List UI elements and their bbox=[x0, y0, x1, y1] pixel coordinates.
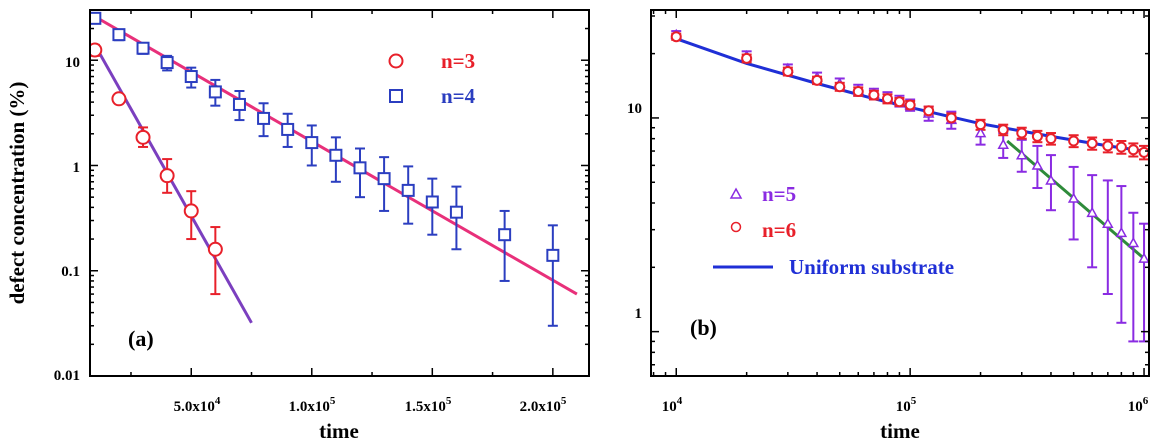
panel-a-ytick-label: 10 bbox=[65, 55, 80, 71]
series-layer bbox=[670, 28, 1149, 343]
legend-circle-marker bbox=[388, 53, 404, 69]
data-point-square bbox=[136, 41, 150, 55]
panel-a-ytick-label: 0.01 bbox=[54, 368, 80, 384]
panel-a-xtick-label: 1.0x105 bbox=[289, 395, 336, 415]
data-point-circle bbox=[1086, 137, 1098, 149]
data-point-circle bbox=[852, 85, 864, 97]
data-point-triangle bbox=[1086, 206, 1098, 218]
panel-a-xtick-label: 1.5x105 bbox=[405, 395, 452, 415]
data-point-square bbox=[353, 161, 367, 175]
data-point-square bbox=[377, 172, 391, 186]
data-point-circle bbox=[1068, 135, 1080, 147]
panel-b-xtick-label: 105 bbox=[896, 395, 917, 415]
data-point-square bbox=[401, 183, 415, 197]
data-point-square bbox=[112, 28, 126, 42]
data-point-circle bbox=[741, 52, 753, 64]
panel-a: 0.01 0.1 1 10 5.0x104 1.0x105 1.5x105 2.… bbox=[5, 9, 590, 443]
data-point-square bbox=[498, 228, 512, 242]
data-point-square bbox=[184, 70, 198, 84]
data-point-circle bbox=[1045, 133, 1057, 145]
data-point-triangle bbox=[1067, 192, 1080, 203]
panel-b-label: (b) bbox=[690, 315, 717, 340]
data-point-square bbox=[160, 56, 174, 70]
panel-b: 1 10 104 105 106 time (b) n=5 n=6 Unifor… bbox=[627, 9, 1150, 443]
data-point-triangle bbox=[1031, 159, 1044, 170]
data-point-triangle bbox=[1102, 217, 1114, 229]
data-point-circle bbox=[1016, 127, 1028, 139]
data-point-triangle bbox=[1045, 174, 1057, 185]
data-point-square bbox=[208, 85, 222, 99]
data-point-circle bbox=[111, 91, 127, 107]
data-point-circle bbox=[183, 203, 199, 219]
panel-a-xtick-label: 2.0x105 bbox=[520, 395, 567, 415]
panel-b-xtick-label: 104 bbox=[662, 395, 683, 415]
data-point-square bbox=[329, 148, 343, 162]
series-layer bbox=[90, 11, 578, 327]
data-point-triangle bbox=[1127, 236, 1140, 248]
panel-b-ticks bbox=[651, 10, 1149, 376]
panel-b-xtick-label: 106 bbox=[1128, 395, 1149, 415]
data-point-circle bbox=[945, 112, 957, 124]
legend-label-n4: n=4 bbox=[441, 84, 476, 108]
data-point-square bbox=[232, 97, 246, 111]
data-point-circle bbox=[1031, 130, 1043, 142]
data-point-circle bbox=[881, 93, 893, 105]
legend-triangle-marker bbox=[729, 187, 743, 199]
legend-label-n5: n=5 bbox=[762, 182, 796, 206]
panel-a-ytick-label: 0.1 bbox=[61, 264, 80, 280]
data-point-circle bbox=[997, 124, 1009, 136]
data-point-circle bbox=[135, 129, 151, 145]
data-point-circle bbox=[1127, 144, 1139, 156]
fit-line bbox=[93, 44, 253, 324]
panel-a-plot-area bbox=[90, 11, 578, 327]
panel-b-plot-area bbox=[670, 28, 1149, 343]
data-point-square bbox=[425, 195, 439, 209]
data-point-triangle bbox=[1115, 226, 1128, 238]
legend-circle-marker bbox=[730, 221, 742, 233]
panel-a-label: (a) bbox=[128, 326, 154, 351]
legend-label-uniform-substrate: Uniform substrate bbox=[789, 255, 954, 279]
panel-a-ticks bbox=[90, 9, 589, 377]
data-point-square bbox=[281, 122, 295, 136]
data-point-circle bbox=[868, 89, 880, 101]
data-point-circle bbox=[893, 96, 905, 108]
data-point-circle bbox=[90, 42, 103, 58]
data-point-square bbox=[305, 136, 319, 150]
data-point-circle bbox=[207, 241, 223, 257]
panel-b-legend: n=5 n=6 Uniform substrate bbox=[713, 182, 954, 279]
legend-label-n3: n=3 bbox=[441, 49, 475, 73]
data-point-square bbox=[257, 111, 271, 125]
panel-a-xtick-label: 5.0x104 bbox=[174, 395, 221, 415]
panel-a-ytick-label: 1 bbox=[73, 160, 81, 176]
panel-a-legend: n=3 n=4 bbox=[388, 49, 476, 108]
data-point-square bbox=[546, 248, 560, 262]
data-point-triangle bbox=[1015, 149, 1028, 160]
data-point-circle bbox=[834, 81, 846, 93]
data-point-circle bbox=[811, 74, 823, 86]
data-point-square bbox=[90, 11, 102, 25]
panel-b-ytick-label: 1 bbox=[635, 306, 643, 322]
panel-b-x-axis-label: time bbox=[880, 419, 920, 443]
data-point-circle bbox=[1115, 141, 1127, 153]
panel-a-y-axis-label: defect concentration (%) bbox=[5, 82, 29, 305]
panel-a-frame bbox=[89, 9, 590, 377]
data-point-circle bbox=[1102, 140, 1114, 152]
data-point-circle bbox=[923, 105, 935, 117]
legend-square-marker bbox=[389, 89, 403, 103]
legend-label-n6: n=6 bbox=[762, 218, 796, 242]
data-point-circle bbox=[782, 65, 794, 77]
data-point-circle bbox=[975, 119, 987, 131]
data-point-circle bbox=[159, 168, 175, 184]
data-point-circle bbox=[904, 99, 916, 111]
data-point-square bbox=[449, 205, 463, 219]
panel-a-x-axis-label: time bbox=[319, 419, 359, 443]
data-point-triangle bbox=[974, 126, 987, 138]
data-point-circle bbox=[670, 31, 682, 43]
data-point-triangle bbox=[1138, 252, 1149, 263]
data-point-triangle bbox=[997, 138, 1009, 149]
data-point-circle bbox=[1138, 146, 1149, 158]
panel-b-ytick-label: 10 bbox=[627, 101, 642, 117]
